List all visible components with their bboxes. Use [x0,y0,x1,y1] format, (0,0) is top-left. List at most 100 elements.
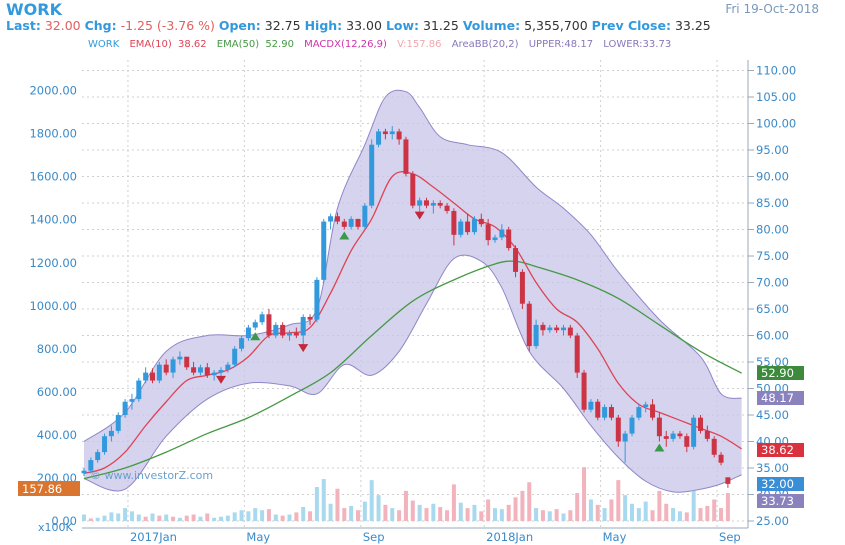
volume-bar [403,490,408,521]
volume-bar [410,500,415,521]
candle-body [280,324,286,336]
volume-bar [219,516,223,521]
candle-body [95,452,101,461]
indicator-legend: WORK EMA(10) 38.62 EMA(50) 52.90 MACDX(1… [88,39,678,50]
candle-body [561,327,566,331]
candle-body [115,415,121,431]
chg-label: Chg: [84,18,117,33]
volume-bar [616,480,621,521]
candle-body [163,364,169,373]
candle-body [177,356,183,360]
candle-body [150,372,155,381]
upper-band-badge-text: 48.17 [761,391,794,405]
candle-body [184,356,190,368]
volume-bar [698,508,703,521]
volume-bar [691,490,696,521]
left-axis-tick-label: 1000.00 [29,299,77,313]
volume-bar [82,514,86,521]
volume-bar [493,508,497,521]
prev-close-value: 33.25 [674,18,711,33]
volume-bar [527,482,532,521]
volume-bar [157,515,162,521]
volume-bar [95,517,100,521]
ticker-symbol: WORK [6,0,62,19]
lower-band-badge-text: 33.73 [761,494,794,508]
candle-body [259,314,265,323]
candle-body [602,407,608,418]
candle-body [492,237,498,241]
candle-body [698,417,703,431]
right-axis-tick-label: 95.00 [756,143,789,157]
legend-macd: MACDX(12,26,9) [304,39,387,50]
candle-body [239,338,245,349]
volume-bar [671,508,676,521]
candle-body [663,436,669,439]
open-value: 32.75 [264,18,301,33]
volume-bar [479,511,484,521]
quote-line: Last: 32.00 Chg: -1.25 (-3.76 %) Open: 3… [6,18,711,33]
bollinger-lower-line [83,254,742,493]
candle-body [403,139,409,174]
candle-body [355,218,361,227]
candle-body [677,433,683,437]
candle-body [232,348,238,365]
legend-lower: LOWER:33.73 [603,39,672,50]
candle-body [136,380,142,400]
volume-bar [280,515,285,521]
candle-body [81,470,87,474]
candle-body [211,372,217,376]
volume-bar [643,501,648,521]
ema50-badge-text: 52.90 [761,366,794,380]
candle-body [389,131,395,135]
right-axis-tick-label: 100.00 [756,117,796,131]
candle-body [608,407,614,418]
high-label: High: [304,18,343,33]
candle-body [293,332,299,336]
volume-bar [212,517,217,521]
candle-body [629,417,635,434]
candle-body [170,359,176,373]
volume-bar [198,516,203,521]
right-axis-tick-label: 110.00 [756,64,796,78]
candle-body [533,324,539,347]
candle-body [252,322,258,328]
candle-body [273,324,279,336]
left-axis-tick-label: 1200.00 [29,256,77,270]
ema10-badge-text: 38.62 [761,443,794,457]
right-axis-tick-label: 45.00 [756,408,789,422]
volume-bar [314,487,319,521]
volume-bar [712,499,717,521]
candle-body [519,271,525,304]
ema50-line [83,260,742,480]
candle-body [684,436,690,447]
volume-bar [513,497,518,521]
volume-bar [109,512,114,521]
volume-bar [451,484,456,521]
volume-bar [664,503,669,521]
candle-body [540,324,546,331]
candle-body [506,229,512,249]
candle-body [191,367,197,373]
candle-body [499,229,505,238]
candle-body [334,216,340,222]
volume-bar [123,508,128,521]
x-axis-tick-label: May [603,530,627,544]
candle-body [143,372,149,381]
candle-body [204,367,210,376]
volume-bar [335,488,340,521]
volume-bar [595,504,600,521]
x-axis-tick-label: May [246,530,270,544]
volume-bar [554,509,559,521]
candle-body [307,316,313,320]
volume-bar [328,503,333,521]
volume-bar [397,510,402,521]
prev-close-label: Prev Close: [591,18,671,33]
candle-body [218,369,224,373]
candle-body [348,218,354,227]
candle-body [444,205,450,211]
candle-body [554,327,560,331]
candle-body [382,131,388,135]
quote-header: WORK Fri 19-Oct-2018 Last: 32.00 Chg: -1… [0,0,845,40]
volume-bar [657,490,662,521]
left-axis-tick-label: 1800.00 [29,127,77,141]
